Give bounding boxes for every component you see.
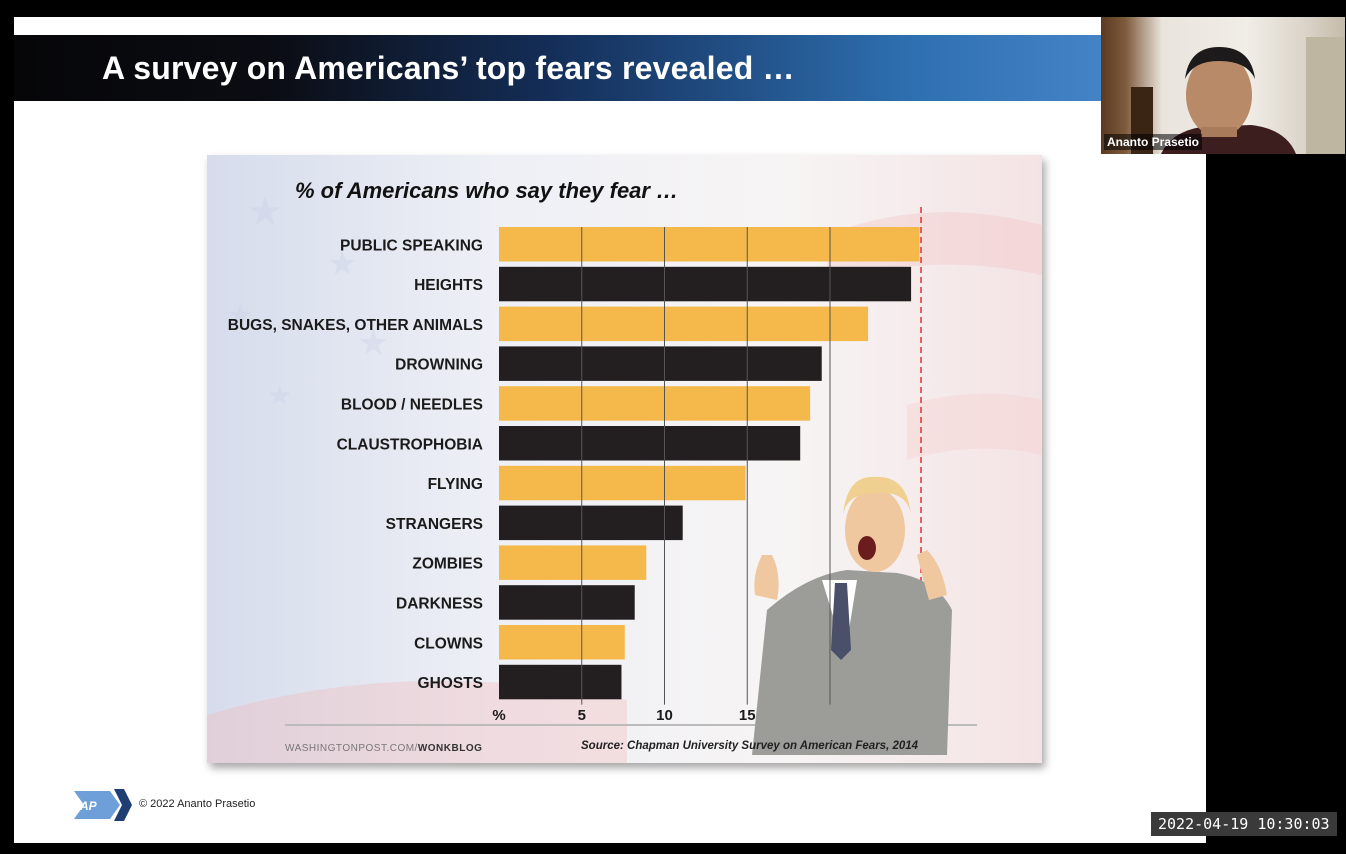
svg-text:★: ★ bbox=[357, 322, 389, 363]
credit-line: WASHINGTONPOST.COM/WONKBLOG bbox=[285, 743, 482, 754]
category-label-0: PUBLIC SPEAKING bbox=[340, 237, 483, 254]
x-tick-3: 15 bbox=[739, 707, 756, 724]
svg-text:★: ★ bbox=[247, 190, 283, 234]
bar-1 bbox=[499, 266, 912, 302]
bar-5 bbox=[499, 426, 801, 461]
slide-title: A survey on Americans’ top fears reveale… bbox=[102, 50, 795, 86]
category-label-2: BUGS, SNAKES, OTHER ANIMALS bbox=[228, 317, 483, 334]
category-label-1: HEIGHTS bbox=[414, 277, 483, 294]
credit-suffix: WONKBLOG bbox=[418, 743, 483, 754]
svg-text:★: ★ bbox=[227, 299, 254, 332]
svg-text:★: ★ bbox=[327, 245, 357, 283]
bar-3 bbox=[499, 346, 822, 381]
participant-name: Ananto Prasetio bbox=[1104, 134, 1203, 150]
title-bar: A survey on Americans’ top fears reveale… bbox=[14, 35, 1206, 101]
logo-text: AP bbox=[79, 799, 98, 813]
bar-6 bbox=[499, 465, 746, 501]
slide: A survey on Americans’ top fears reveale… bbox=[14, 17, 1206, 843]
category-label-11: GHOSTS bbox=[418, 675, 483, 692]
category-label-8: ZOMBIES bbox=[412, 556, 483, 573]
x-tick-0: % bbox=[492, 707, 505, 724]
webcam-tile[interactable]: Ananto Prasetio bbox=[1101, 17, 1345, 154]
timestamp: 2022-04-19 10:30:03 bbox=[1151, 812, 1337, 836]
gridlines bbox=[581, 227, 831, 705]
category-label-5: CLAUSTROPHOBIA bbox=[337, 436, 483, 453]
x-tick-2: 10 bbox=[656, 707, 673, 724]
bar-7 bbox=[499, 505, 683, 541]
participant-video bbox=[1131, 37, 1345, 154]
bar-8 bbox=[499, 545, 647, 580]
fears-bar-chart: ★ ★ ★ ★ ★ % of Americans who say they fe… bbox=[207, 155, 1042, 763]
bars bbox=[499, 227, 920, 700]
category-label-3: DROWNING bbox=[395, 357, 483, 374]
category-label-10: CLOWNS bbox=[414, 635, 483, 652]
bar-2 bbox=[499, 306, 869, 342]
bar-4 bbox=[499, 386, 811, 421]
chart-title: % of Americans who say they fear … bbox=[295, 178, 678, 203]
category-label-6: FLYING bbox=[428, 476, 483, 493]
x-tick-1: 5 bbox=[578, 707, 586, 724]
copyright-text: © 2022 Ananto Prasetio bbox=[139, 798, 256, 810]
ap-logo: AP bbox=[74, 789, 132, 821]
bar-11 bbox=[499, 664, 622, 700]
credit-prefix: WASHINGTONPOST.COM/ bbox=[285, 743, 418, 754]
source-note: Source: Chapman University Survey on Ame… bbox=[581, 740, 919, 752]
svg-text:★: ★ bbox=[267, 380, 292, 411]
chart-card: ★ ★ ★ ★ ★ % of Americans who say they fe… bbox=[207, 155, 1042, 763]
bar-10 bbox=[499, 625, 625, 660]
category-labels: PUBLIC SPEAKING HEIGHTS BUGS, SNAKES, OTHE… bbox=[228, 237, 483, 692]
shocked-man-illustration bbox=[752, 476, 952, 755]
category-label-7: STRANGERS bbox=[386, 516, 483, 533]
category-label-9: DARKNESS bbox=[396, 595, 483, 612]
bar-0 bbox=[499, 227, 920, 262]
category-label-4: BLOOD / NEEDLES bbox=[341, 396, 483, 413]
bar-9 bbox=[499, 585, 635, 620]
